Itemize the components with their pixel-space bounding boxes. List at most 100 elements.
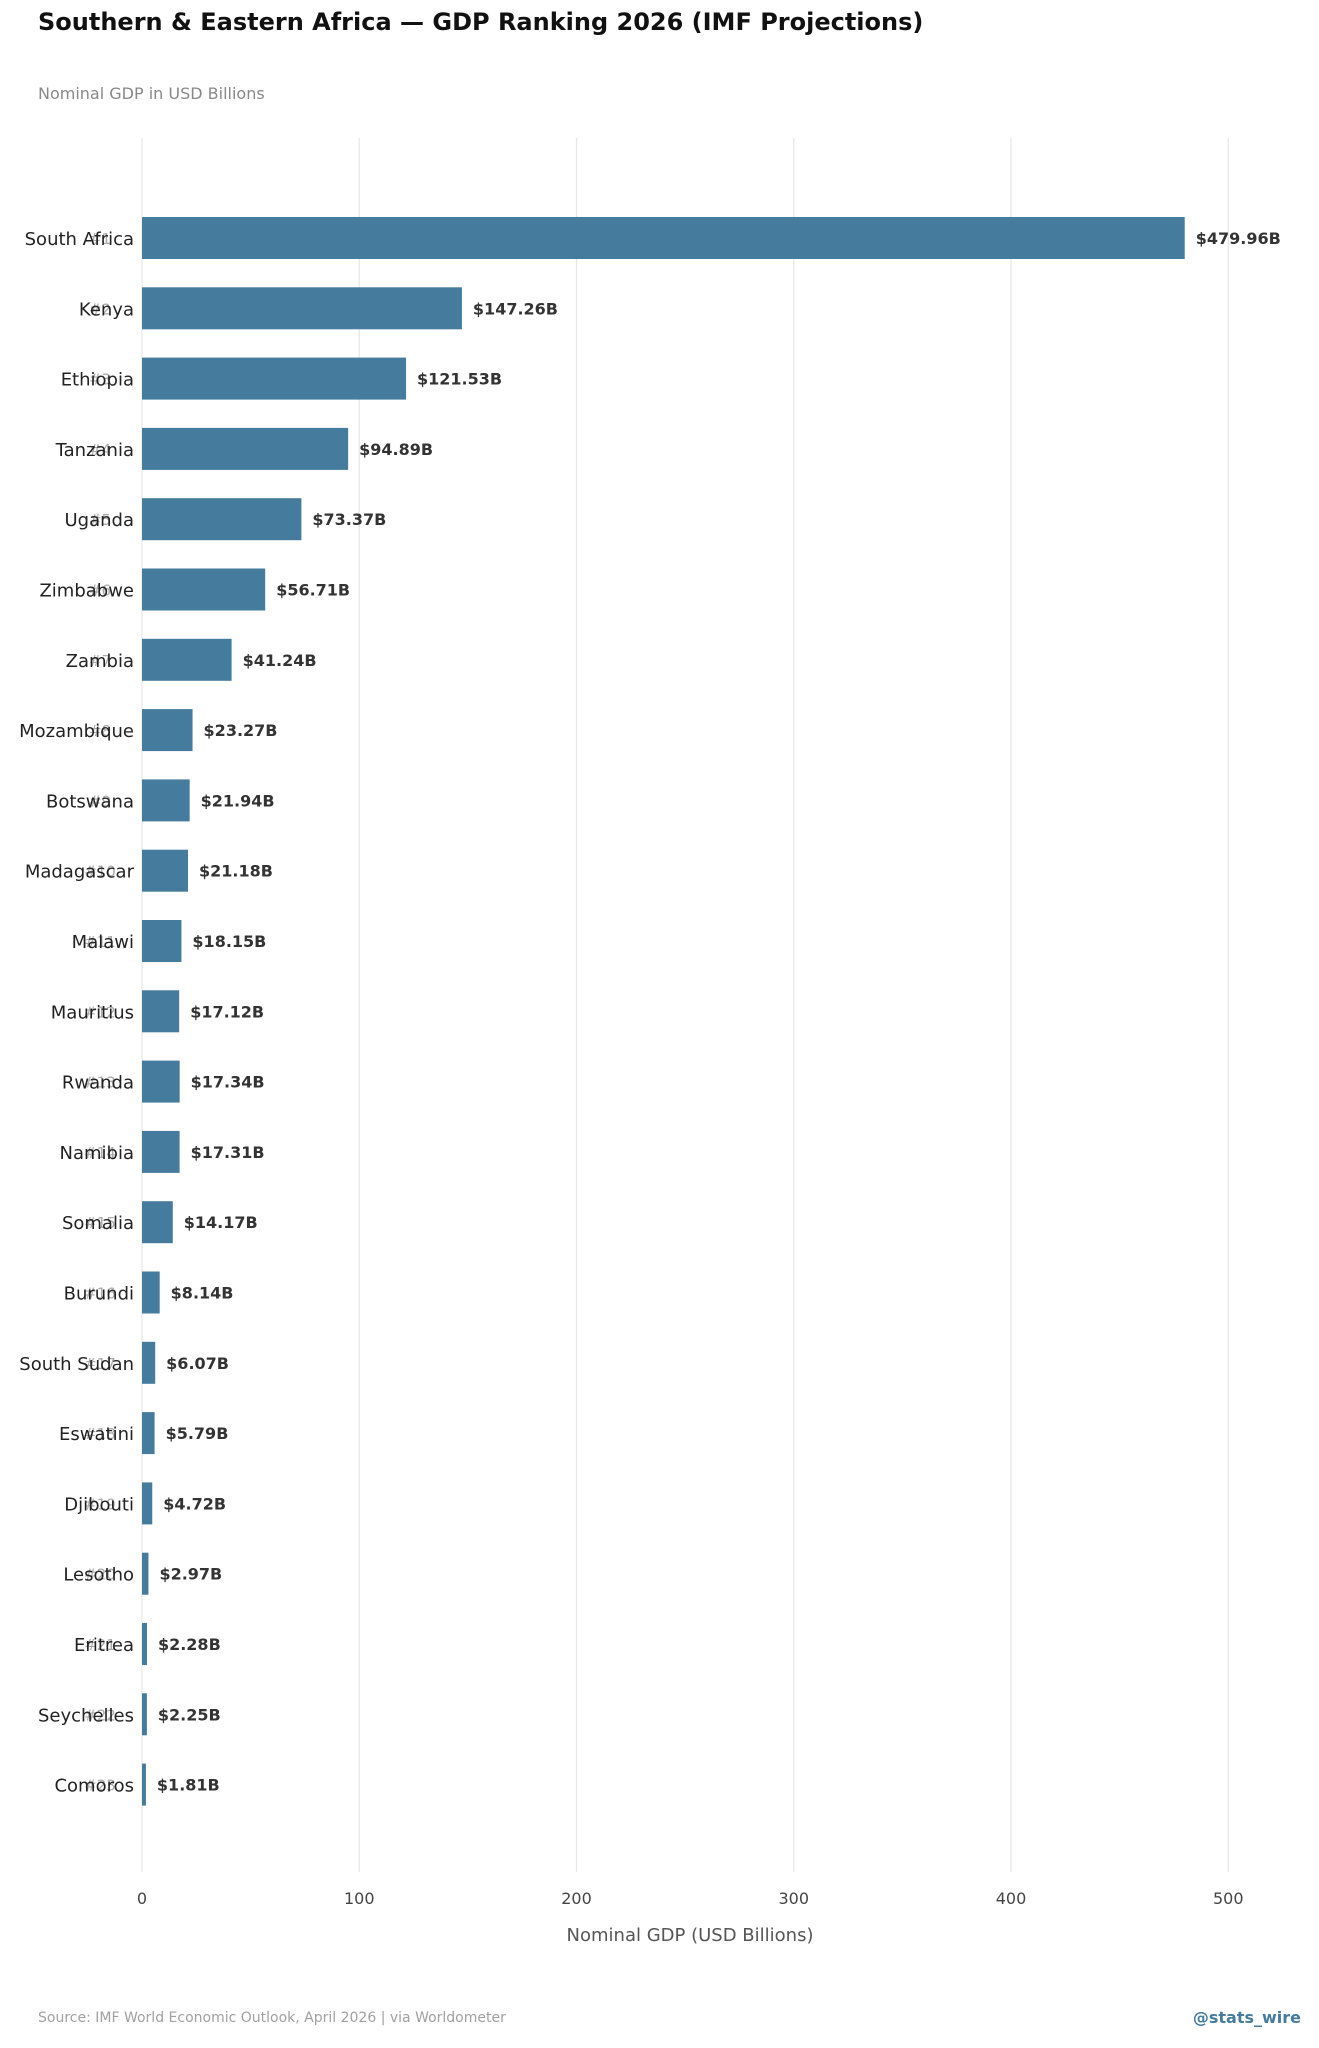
country-label: Uganda — [65, 510, 135, 531]
bar — [142, 709, 193, 752]
value-label: $17.12B — [190, 1002, 264, 1021]
rank-label: #4 — [89, 441, 111, 459]
value-label: $8.14B — [171, 1284, 234, 1303]
bar — [142, 638, 232, 681]
rank-label: #13 — [84, 1074, 116, 1092]
country-label: Zambia — [66, 651, 134, 672]
country-label: Botswana — [46, 791, 134, 812]
value-label: $5.79B — [166, 1424, 229, 1443]
country-label: Kenya — [79, 299, 134, 320]
credit-handle: @stats_wire — [1192, 2008, 1301, 2027]
x-tick-label: 500 — [1213, 1889, 1244, 1908]
rank-label: #22 — [84, 1706, 116, 1724]
value-label: $18.15B — [192, 932, 266, 951]
rank-label: #6 — [89, 582, 111, 600]
bar — [142, 920, 182, 962]
country-label: Seychelles — [38, 1705, 134, 1726]
rank-label: #16 — [84, 1285, 116, 1303]
x-tick-label: 0 — [137, 1889, 147, 1908]
bar — [142, 1552, 149, 1595]
value-label: $2.28B — [158, 1635, 221, 1654]
x-axis-label: Nominal GDP (USD Billions) — [567, 1925, 814, 1946]
value-label: $23.27B — [204, 721, 278, 740]
country-label: Comoros — [54, 1776, 134, 1797]
bar — [142, 1482, 153, 1525]
bar — [142, 990, 180, 1033]
country-label: Ethiopia — [61, 370, 134, 391]
country-label: Mauritius — [51, 1002, 134, 1023]
chart-subtitle: Nominal GDP in USD Billions — [38, 84, 265, 103]
country-label: Rwanda — [62, 1073, 134, 1094]
rank-label: #5 — [89, 511, 111, 529]
country-label: Eritrea — [74, 1635, 134, 1656]
bar — [142, 217, 1185, 259]
value-label: $41.24B — [243, 651, 317, 670]
rank-label: #12 — [84, 1003, 116, 1021]
bar — [142, 427, 349, 470]
bar — [142, 357, 407, 400]
country-label: Mozambique — [19, 721, 134, 742]
value-label: $4.72B — [163, 1494, 226, 1513]
rank-label: #23 — [84, 1777, 116, 1795]
bar — [142, 1763, 146, 1806]
value-label: $73.37B — [312, 510, 386, 529]
value-label: $17.31B — [191, 1143, 265, 1162]
country-label: Eswatini — [59, 1424, 134, 1445]
value-label: $17.34B — [191, 1073, 265, 1092]
rank-label: #19 — [84, 1495, 116, 1513]
bar — [142, 1130, 180, 1173]
value-label: $1.81B — [157, 1776, 220, 1795]
value-label: $94.89B — [359, 440, 433, 459]
country-label: South Africa — [25, 229, 134, 250]
x-tick-label: 400 — [996, 1889, 1027, 1908]
value-label: $479.96B — [1196, 229, 1281, 248]
country-label: Tanzania — [55, 440, 134, 461]
bar — [142, 1623, 147, 1665]
value-label: $2.25B — [158, 1705, 221, 1724]
rank-label: #18 — [84, 1425, 116, 1443]
country-label: Somalia — [62, 1213, 134, 1234]
bar — [142, 568, 266, 611]
bar — [142, 287, 462, 330]
value-label: $2.97B — [159, 1565, 222, 1584]
x-axis-ticks: 0 100 200 300 400 500 — [137, 1889, 1244, 1908]
x-tick-label: 200 — [561, 1889, 592, 1908]
bar — [142, 1412, 155, 1455]
value-label: $21.94B — [201, 791, 275, 810]
country-label: Burundi — [64, 1284, 134, 1305]
country-label: Malawi — [72, 932, 134, 953]
x-tick-label: 300 — [778, 1889, 809, 1908]
country-label: Madagascar — [25, 862, 135, 883]
value-label: $6.07B — [166, 1354, 229, 1373]
country-label: South Sudan — [19, 1354, 134, 1375]
bar — [142, 1341, 156, 1384]
rank-label: #17 — [84, 1355, 116, 1373]
chart-title: Southern & Eastern Africa — GDP Ranking … — [38, 8, 924, 36]
value-label: $121.53B — [417, 370, 502, 389]
source-note: Source: IMF World Economic Outlook, Apri… — [38, 2010, 506, 2026]
bar — [142, 1201, 173, 1244]
x-tick-label: 100 — [344, 1889, 375, 1908]
rank-label: #7 — [89, 652, 111, 670]
rank-label: #10 — [84, 863, 116, 881]
rank-label: #21 — [84, 1636, 116, 1654]
value-label: $21.18B — [199, 862, 273, 881]
value-label: $56.71B — [276, 581, 350, 600]
bar — [142, 779, 190, 822]
value-label: $14.17B — [184, 1213, 258, 1232]
country-label: Lesotho — [63, 1565, 134, 1586]
rank-label: #2 — [89, 300, 111, 318]
country-label: Djibouti — [64, 1494, 134, 1515]
rank-label: #9 — [89, 792, 111, 810]
country-label: Namibia — [60, 1143, 135, 1164]
bar — [142, 1693, 147, 1736]
rank-label: #1 — [89, 230, 111, 248]
rank-label: #11 — [84, 933, 116, 951]
bar — [142, 1060, 180, 1103]
country-label: Zimbabwe — [39, 581, 134, 602]
rank-label: #3 — [89, 371, 111, 389]
rank-label: #14 — [84, 1144, 116, 1162]
rank-label: #15 — [84, 1214, 116, 1232]
